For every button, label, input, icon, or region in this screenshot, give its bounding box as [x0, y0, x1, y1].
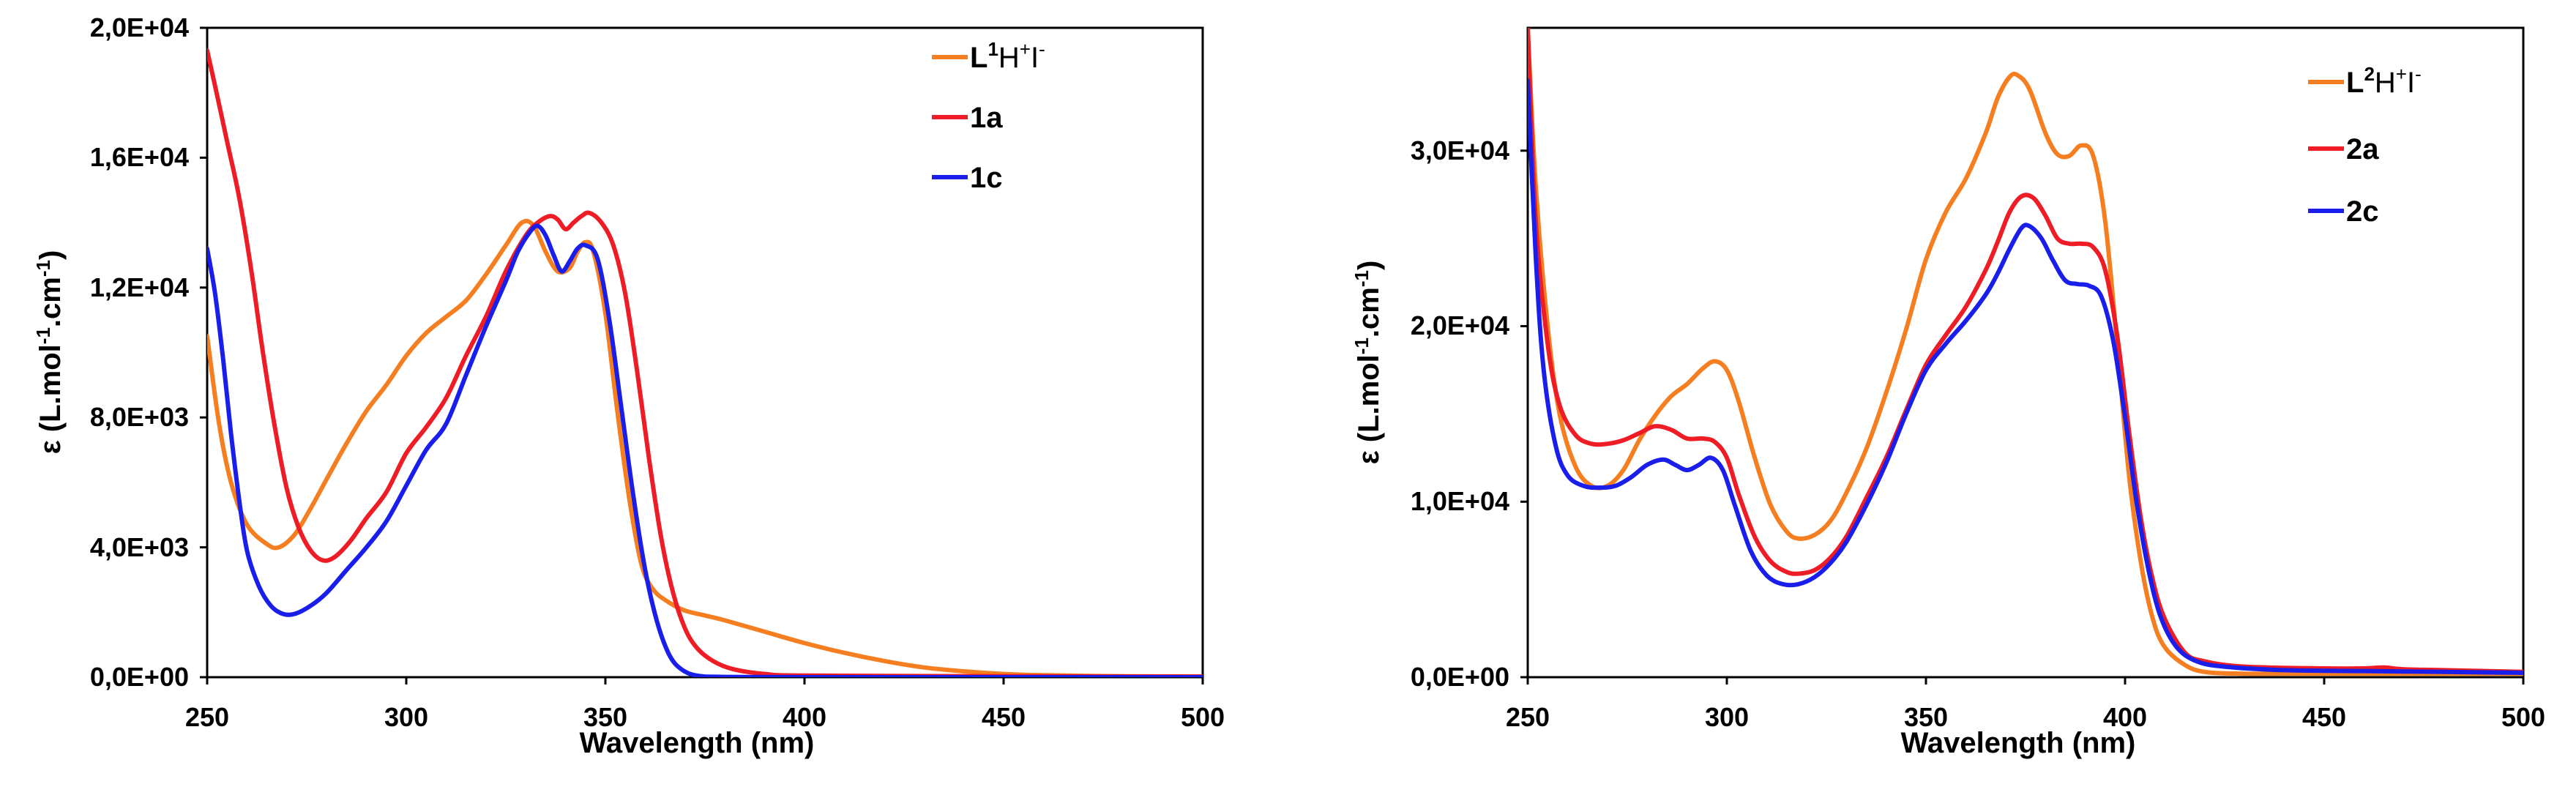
- y-tick-label: 1,0E+04: [1411, 486, 1509, 516]
- legend-label-2a: 2a: [2346, 133, 2379, 165]
- y-tick-label: 2,0E+04: [1411, 310, 1509, 340]
- legend-label-L2: L2H+I-: [2346, 63, 2422, 99]
- series-line-2a: [1528, 28, 2523, 674]
- chart-right: 0,0E+00 1,0E+04 2,0E+04 3,0E+04 250 300 …: [1351, 26, 2545, 759]
- legend-label-1c: 1c: [970, 162, 1003, 194]
- x-axis-title: Wavelength (nm): [1901, 727, 2136, 759]
- y-tick-label: 1,6E+04: [90, 142, 189, 172]
- legend-label-1a: 1a: [970, 102, 1003, 134]
- ticks-layer-left: [200, 26, 1204, 685]
- ticks-layer-right: [1520, 149, 2525, 685]
- x-tick-label: 250: [185, 702, 229, 732]
- y-tick-label: 1,2E+04: [90, 272, 189, 302]
- y-tick-label: 0,0E+00: [1411, 662, 1509, 692]
- x-tick-label: 300: [384, 702, 428, 732]
- x-tick-label: 250: [1506, 702, 1550, 732]
- series-line-2c: [1528, 78, 2523, 675]
- plot-area-left: [206, 26, 1204, 679]
- x-tick-label: 400: [2103, 702, 2147, 732]
- y-tick-label: 0,0E+00: [90, 662, 189, 692]
- series-layer-right: [1528, 28, 2523, 676]
- y-tick-label: 8,0E+03: [90, 402, 189, 432]
- y-tick-label: 4,0E+03: [90, 532, 189, 562]
- x-tick-label: 500: [1181, 702, 1225, 732]
- legend-label-2c: 2c: [2346, 195, 2379, 228]
- series-line-L1HI: [207, 218, 1203, 677]
- x-tick-label: 400: [783, 702, 826, 732]
- x-axis-title: Wavelength (nm): [580, 727, 815, 759]
- x-tick-label: 350: [1904, 702, 1948, 732]
- series-layer-left: [207, 48, 1203, 677]
- x-tick-label: 500: [2501, 702, 2545, 732]
- chart-left: 0,0E+00 4,0E+03 8,0E+03 1,2E+04 1,6E+04 …: [32, 12, 1225, 759]
- series-line-1a: [207, 48, 1203, 677]
- x-tick-label: 450: [982, 702, 1026, 732]
- x-tick-label: 300: [1705, 702, 1749, 732]
- plot-area-right: [1526, 26, 2525, 679]
- legend-right: L2H+I- 2a 2c: [2308, 63, 2422, 228]
- x-tick-label: 350: [583, 702, 627, 732]
- legend-left: L1H+I- 1a 1c: [932, 38, 1045, 194]
- y-tick-label: 2,0E+04: [90, 12, 189, 42]
- y-axis-title: ε (L.mol-1.cm-1): [32, 250, 67, 455]
- series-line-1c: [207, 223, 1203, 677]
- x-tick-label: 450: [2302, 702, 2346, 732]
- legend-label-L1: L1H+I-: [970, 38, 1045, 74]
- series-line-L2HI: [1528, 28, 2523, 676]
- y-tick-label: 3,0E+04: [1411, 135, 1509, 165]
- y-axis-title: ε (L.mol-1.cm-1): [1351, 261, 1385, 465]
